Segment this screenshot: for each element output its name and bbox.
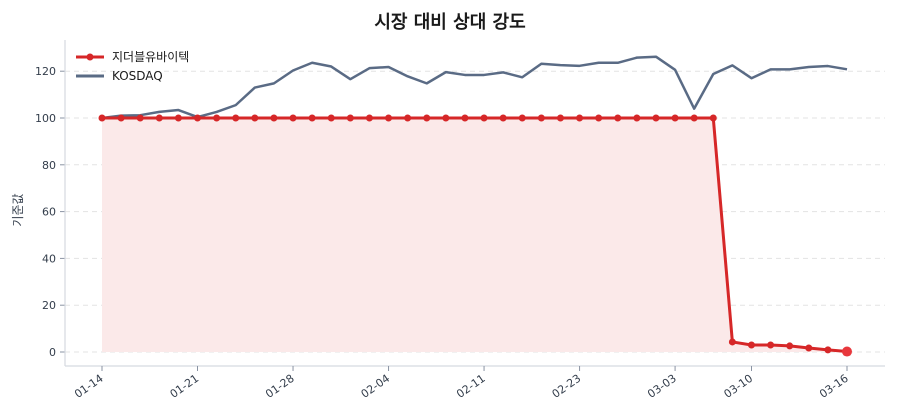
stock-point-marker xyxy=(709,114,717,122)
stock-point-marker xyxy=(728,338,736,346)
y-tick-label: 40 xyxy=(42,252,56,265)
legend-item-stock: 지더블유바이텍 xyxy=(76,50,189,64)
stock-point-marker xyxy=(824,346,832,354)
legend-label-kosdaq: KOSDAQ xyxy=(112,69,163,83)
stock-point-marker xyxy=(232,114,240,122)
series-lines xyxy=(98,55,852,357)
stock-point-marker xyxy=(442,114,450,122)
stock-point-marker xyxy=(556,114,564,122)
stock-point-marker xyxy=(423,114,431,122)
y-tick-label: 100 xyxy=(35,112,56,125)
x-tick-label: 02-23 xyxy=(550,372,584,401)
stock-point-marker xyxy=(805,344,813,352)
x-tick-label: 02-11 xyxy=(454,372,488,401)
stock-point-marker xyxy=(155,114,163,122)
stock-point-marker xyxy=(270,114,278,122)
stock-point-marker xyxy=(194,114,202,122)
stock-point-marker xyxy=(213,114,221,122)
x-tick-label: 03-16 xyxy=(817,372,851,401)
y-axis-label: 기준값 xyxy=(11,193,25,226)
y-tick-label: 120 xyxy=(35,65,56,78)
stock-point-marker xyxy=(289,114,297,122)
stock-last-point-marker xyxy=(842,346,852,357)
stock-point-marker xyxy=(767,341,775,349)
stock-point-marker xyxy=(595,114,603,122)
x-tick-label: 03-10 xyxy=(722,372,756,401)
stock-area-fill xyxy=(102,118,847,352)
x-tick-label: 02-04 xyxy=(359,372,393,401)
stock-point-marker xyxy=(251,114,259,122)
legend-label-stock: 지더블유바이텍 xyxy=(112,50,189,64)
stock-point-marker xyxy=(633,114,641,122)
stock-point-marker xyxy=(404,114,412,122)
stock-point-marker xyxy=(308,114,316,122)
stock-point-marker xyxy=(614,114,622,122)
stock-point-marker xyxy=(537,114,545,122)
stock-point-marker xyxy=(652,114,660,122)
x-tick-label: 01-21 xyxy=(168,372,202,401)
stock-point-marker xyxy=(98,114,106,122)
stock-point-marker xyxy=(461,114,469,122)
stock-line xyxy=(102,116,848,354)
stock-point-marker xyxy=(385,114,393,122)
legend: 지더블유바이텍 KOSDAQ xyxy=(76,50,189,83)
stock-point-marker xyxy=(480,114,488,122)
legend-item-kosdaq: KOSDAQ xyxy=(76,69,163,83)
stock-point-marker xyxy=(327,114,335,122)
y-tick-label: 80 xyxy=(42,159,56,172)
stock-point-marker xyxy=(671,114,679,122)
kosdaq-line xyxy=(101,55,848,120)
x-tick-label: 01-14 xyxy=(72,372,106,401)
legend-marker-icon xyxy=(86,53,94,61)
chart-title: 시장 대비 상대 강도 xyxy=(374,12,525,33)
stock-point-marker xyxy=(747,341,755,349)
stock-point-marker xyxy=(174,114,182,122)
y-tick-label: 0 xyxy=(49,346,56,359)
stock-point-marker xyxy=(786,342,794,350)
stock-point-marker xyxy=(576,114,584,122)
x-tick-label: 01-28 xyxy=(263,372,297,401)
stock-point-marker xyxy=(690,114,698,122)
stock-point-marker xyxy=(499,114,507,122)
stock-point-marker xyxy=(136,114,144,122)
area-fill xyxy=(102,118,847,352)
y-tick-label: 60 xyxy=(42,206,56,219)
stock-point-marker xyxy=(518,114,526,122)
y-tick-label: 20 xyxy=(42,299,56,312)
x-tick-label: 03-03 xyxy=(645,372,679,401)
stock-point-marker xyxy=(365,114,373,122)
stock-point-marker xyxy=(117,114,125,122)
stock-point-marker xyxy=(346,114,354,122)
